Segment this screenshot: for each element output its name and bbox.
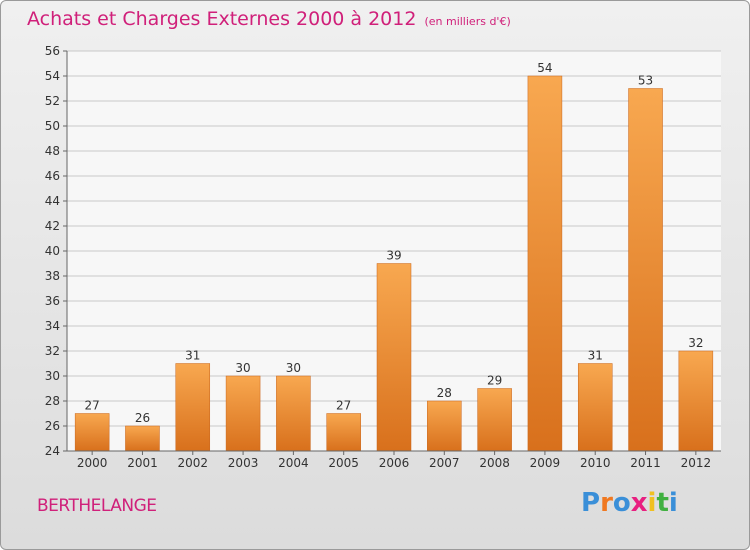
x-tick-label: 2006 <box>379 456 410 470</box>
chart-title-text: Achats et Charges Externes 2000 à 2012 <box>27 8 417 30</box>
y-tick-label: 24 <box>45 444 60 458</box>
y-tick-label: 30 <box>45 369 60 383</box>
logo-letter: x <box>630 488 648 518</box>
y-tick-label: 52 <box>45 94 60 108</box>
bar-value-label: 30 <box>286 361 301 375</box>
bar <box>427 400 462 452</box>
bar <box>125 425 160 452</box>
commune-name: BERTHELANGE <box>37 496 157 516</box>
x-tick-label: 2009 <box>530 456 561 470</box>
logo-letter: r <box>600 488 613 518</box>
x-tick-label: 2010 <box>580 456 611 470</box>
bar <box>376 263 412 452</box>
y-tick-label: 26 <box>45 419 60 433</box>
bar <box>577 363 613 452</box>
bar <box>628 88 663 452</box>
x-tick-label: 2004 <box>278 456 309 470</box>
y-tick-label: 28 <box>45 394 60 408</box>
x-tick-label: 2002 <box>177 456 208 470</box>
y-tick-label: 40 <box>45 244 60 258</box>
bar <box>175 363 211 452</box>
chart-title: Achats et Charges Externes 2000 à 2012 (e… <box>27 8 511 30</box>
y-tick-label: 34 <box>45 319 60 333</box>
bar-value-label: 31 <box>588 349 603 363</box>
proxiti-logo: Proxiti <box>581 488 678 518</box>
y-tick-label: 44 <box>45 194 60 208</box>
logo-letter: o <box>612 488 631 518</box>
bar-value-label: 27 <box>85 399 100 413</box>
bar-value-label: 26 <box>135 411 150 425</box>
y-tick-label: 42 <box>45 219 60 233</box>
x-tick-label: 2003 <box>228 456 259 470</box>
bar-value-label: 29 <box>487 374 502 388</box>
y-tick-label: 56 <box>45 44 60 58</box>
bar <box>225 375 261 452</box>
bar-value-label: 32 <box>688 336 703 350</box>
bar <box>678 350 714 452</box>
bar-value-label: 30 <box>235 361 250 375</box>
bar <box>276 375 311 452</box>
x-tick-label: 2011 <box>630 456 661 470</box>
bar-value-label: 39 <box>386 249 401 263</box>
logo-letter: P <box>581 488 601 518</box>
bar-value-label: 54 <box>537 61 552 75</box>
x-tick-label: 2012 <box>681 456 712 470</box>
bar <box>527 75 563 452</box>
y-tick-label: 38 <box>45 269 60 283</box>
x-tick-label: 2000 <box>77 456 108 470</box>
bar-value-label: 28 <box>437 386 452 400</box>
x-tick-label: 2001 <box>127 456 158 470</box>
y-tick-label: 36 <box>45 294 60 308</box>
y-tick-label: 46 <box>45 169 60 183</box>
y-tick-label: 54 <box>45 69 60 83</box>
bar-value-label: 27 <box>336 399 351 413</box>
bar <box>326 413 361 452</box>
x-tick-label: 2005 <box>328 456 359 470</box>
bar-value-label: 31 <box>185 349 200 363</box>
logo-letter: i <box>668 488 678 518</box>
logo-letter: t <box>656 488 669 518</box>
y-tick-label: 48 <box>45 144 60 158</box>
bar <box>74 413 110 452</box>
bar-value-label: 53 <box>638 74 653 88</box>
x-tick-label: 2007 <box>429 456 460 470</box>
bar <box>477 388 512 452</box>
y-tick-label: 32 <box>45 344 60 358</box>
y-tick-label: 50 <box>45 119 60 133</box>
chart-unit: (en milliers d'€) <box>424 15 511 28</box>
x-tick-label: 2008 <box>479 456 510 470</box>
logo-letter: i <box>647 488 657 518</box>
